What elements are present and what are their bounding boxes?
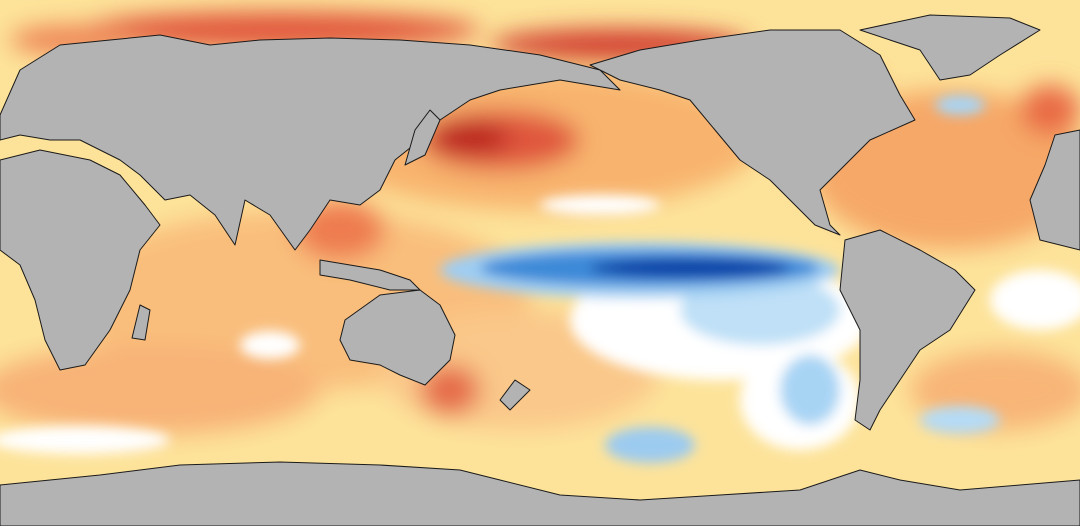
continents [0,14,1080,526]
africa [0,149,161,371]
new-zealand [499,379,531,411]
south-america [839,229,976,431]
eurasia [0,34,621,251]
japan [404,109,441,166]
indonesia [319,259,421,291]
north-america [589,29,916,236]
australia [339,289,456,386]
antarctica [0,461,1080,526]
cool-anomalies [0,95,1080,463]
madagascar [131,304,151,341]
greenland [859,14,1041,81]
europe-africa-east [1029,129,1080,251]
